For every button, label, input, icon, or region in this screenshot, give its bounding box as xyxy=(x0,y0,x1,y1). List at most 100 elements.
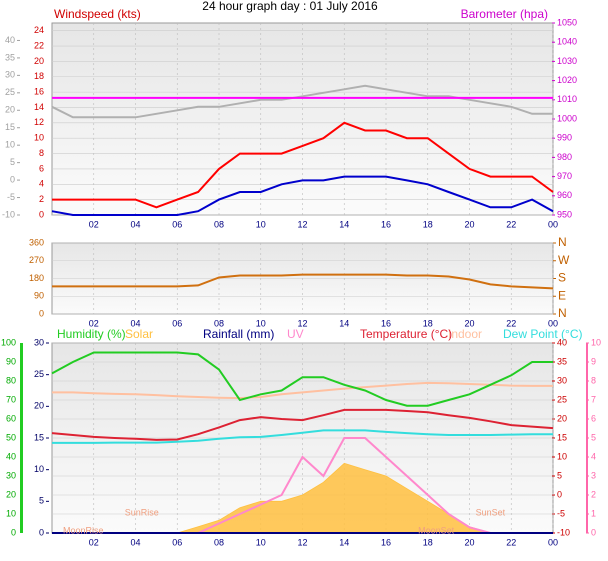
legend-entry: Rainfall (mm) xyxy=(203,327,274,341)
x-tick-label: 10 xyxy=(256,537,266,547)
y-tick-label: 12 xyxy=(34,117,44,127)
x-tick-label: 14 xyxy=(339,219,349,229)
x-tick-label: 10 xyxy=(256,219,266,229)
x-tick-label: 04 xyxy=(130,219,140,229)
x-tick-label: 06 xyxy=(172,219,182,229)
y2-tick-label: 30 xyxy=(557,375,567,385)
y4-tick-label: 4 xyxy=(591,451,596,461)
y2-tick-label: 0 xyxy=(557,489,562,499)
y-tick-label: 2 xyxy=(39,194,44,204)
y2-tick-label: W xyxy=(558,253,570,267)
x-tick-label: 16 xyxy=(381,318,391,328)
y-tick-label: 8 xyxy=(39,148,44,158)
legend-entry: Dew Point (°C) xyxy=(503,327,582,341)
x-tick-label: 04 xyxy=(130,318,140,328)
y3-tick-label: -5 xyxy=(7,192,15,202)
y-tick-label: 0 xyxy=(39,209,44,219)
x-tick-label: 14 xyxy=(339,318,349,328)
annotation: MoonRise xyxy=(63,525,104,535)
x-tick-label: 14 xyxy=(339,537,349,547)
line xyxy=(51,175,554,216)
legend-entry: Humidity (%) xyxy=(57,327,126,341)
y2-tick-label: N xyxy=(558,235,567,249)
y-tick-label: 80 xyxy=(6,375,16,385)
x-tick-label: 02 xyxy=(89,219,99,229)
y-tick-label: 90 xyxy=(34,291,44,301)
y-tick-label: 18 xyxy=(34,71,44,81)
y4-tick-label: 5 xyxy=(591,432,596,442)
y-tick-label: 10 xyxy=(34,133,44,143)
x-tick-label: 04 xyxy=(130,537,140,547)
y2-tick-label: E xyxy=(558,288,566,302)
y3-tick-label: 35 xyxy=(5,52,15,62)
line xyxy=(52,381,553,400)
y2-tick-label: 1020 xyxy=(557,75,577,85)
x-tick-label: 16 xyxy=(381,219,391,229)
line xyxy=(51,408,554,441)
annotation: SunRise xyxy=(125,507,159,517)
y4-tick-label: 6 xyxy=(591,413,596,423)
y-tick-label: 60 xyxy=(6,413,16,423)
y2-tick-label: 15 xyxy=(557,432,567,442)
x-tick-label: 02 xyxy=(89,537,99,547)
y3-tick-label: 15 xyxy=(34,432,44,442)
y4-tick-label: 3 xyxy=(591,470,596,480)
y3-tick-label: 40 xyxy=(5,35,15,45)
y4-tick-label: 1 xyxy=(591,508,596,518)
y4-tick-label: 10 xyxy=(591,337,601,347)
y2-tick-label: -5 xyxy=(557,508,565,518)
annotation: MoonSet xyxy=(418,525,455,535)
y4-tick-label: 2 xyxy=(591,489,596,499)
y3-tick-label: 10 xyxy=(34,464,44,474)
x-tick-label: 00 xyxy=(548,318,558,328)
annotation: SunSet xyxy=(476,507,506,517)
x-tick-label: 12 xyxy=(297,219,307,229)
y-tick-label: 20 xyxy=(34,56,44,66)
y2-tick-label: 40 xyxy=(557,337,567,347)
y2-tick-label: 1040 xyxy=(557,37,577,47)
y4-tick-label: 8 xyxy=(591,375,596,385)
y3-tick-label: 25 xyxy=(34,369,44,379)
x-tick-label: 20 xyxy=(464,318,474,328)
x-tick-label: 12 xyxy=(297,537,307,547)
y2-tick-label: 990 xyxy=(557,133,572,143)
page-title: 24 hour graph day : 01 July 2016 xyxy=(202,0,378,13)
humidity-axis-bar xyxy=(20,343,23,533)
y-tick-label: 0 xyxy=(39,308,44,318)
y2-tick-label: 960 xyxy=(557,190,572,200)
y3-tick-label: 10 xyxy=(5,140,15,150)
y-tick-label: 6 xyxy=(39,163,44,173)
x-tick-label: 22 xyxy=(506,219,516,229)
x-tick-label: 22 xyxy=(506,318,516,328)
x-tick-label: 20 xyxy=(464,537,474,547)
y2-tick-label: 950 xyxy=(557,209,572,219)
y2-tick-label: N xyxy=(558,306,567,320)
y-tick-label: 20 xyxy=(6,489,16,499)
y3-tick-label: 30 xyxy=(5,70,15,80)
y4-tick-label: 9 xyxy=(591,356,596,366)
x-tick-label: 16 xyxy=(381,537,391,547)
y3-tick-label: 25 xyxy=(5,87,15,97)
y-tick-label: 70 xyxy=(6,394,16,404)
y2-tick-label: 1010 xyxy=(557,94,577,104)
x-tick-label: 06 xyxy=(172,318,182,328)
y2-tick-label: 5 xyxy=(557,470,562,480)
x-tick-label: 10 xyxy=(256,318,266,328)
y-tick-label: 180 xyxy=(29,273,44,283)
x-tick-label: 08 xyxy=(214,537,224,547)
y3-tick-label: 5 xyxy=(39,496,44,506)
x-tick-label: 06 xyxy=(172,537,182,547)
y2-tick-label: -10 xyxy=(557,527,570,537)
x-tick-label: 08 xyxy=(214,219,224,229)
y3-tick-label: 15 xyxy=(5,122,15,132)
y-tick-label: 100 xyxy=(1,337,16,347)
y2-tick-label: 1000 xyxy=(557,113,577,123)
y3-tick-label: 5 xyxy=(10,157,15,167)
y-tick-label: 40 xyxy=(6,451,16,461)
y2-tick-label: S xyxy=(558,271,566,285)
y2-tick-label: 25 xyxy=(557,394,567,404)
y-tick-label: 50 xyxy=(6,432,16,442)
y3-tick-label: -10 xyxy=(2,209,15,219)
y-tick-label: 22 xyxy=(34,40,44,50)
